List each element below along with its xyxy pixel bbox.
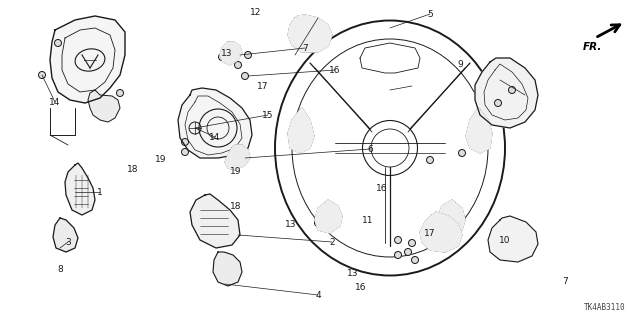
Circle shape <box>314 220 321 227</box>
Circle shape <box>458 149 465 156</box>
Polygon shape <box>475 58 538 128</box>
Text: 17: 17 <box>424 228 436 237</box>
Circle shape <box>509 86 515 93</box>
Circle shape <box>495 100 502 107</box>
Polygon shape <box>65 163 95 215</box>
Text: 2: 2 <box>329 237 335 246</box>
Text: 14: 14 <box>209 132 221 141</box>
Text: 15: 15 <box>262 110 274 119</box>
Text: 4: 4 <box>315 291 321 300</box>
Circle shape <box>404 249 412 255</box>
Polygon shape <box>53 218 78 252</box>
Circle shape <box>241 73 248 79</box>
Circle shape <box>54 39 61 46</box>
Polygon shape <box>213 252 242 286</box>
Polygon shape <box>488 216 538 262</box>
Text: 9: 9 <box>457 60 463 68</box>
Polygon shape <box>88 90 120 122</box>
Polygon shape <box>438 200 465 233</box>
Polygon shape <box>225 145 250 170</box>
Text: 7: 7 <box>562 277 568 286</box>
Circle shape <box>218 53 225 60</box>
Text: 13: 13 <box>221 49 233 58</box>
Circle shape <box>426 156 433 164</box>
Text: FR.: FR. <box>582 42 602 52</box>
Circle shape <box>116 90 124 97</box>
Circle shape <box>394 252 401 259</box>
Polygon shape <box>466 108 492 153</box>
Circle shape <box>234 61 241 68</box>
Circle shape <box>436 225 444 231</box>
Text: 16: 16 <box>376 183 388 193</box>
Text: TK4AB3110: TK4AB3110 <box>584 303 625 312</box>
Polygon shape <box>288 108 314 153</box>
Text: 18: 18 <box>127 164 139 173</box>
Circle shape <box>182 148 189 156</box>
Polygon shape <box>220 42 242 65</box>
Circle shape <box>394 236 401 244</box>
Circle shape <box>412 257 419 263</box>
Circle shape <box>408 239 415 246</box>
Text: 6: 6 <box>367 145 373 154</box>
Polygon shape <box>315 200 342 233</box>
Polygon shape <box>288 15 332 52</box>
Text: 12: 12 <box>250 7 262 17</box>
Text: 13: 13 <box>348 268 359 277</box>
Text: 3: 3 <box>65 237 71 246</box>
Text: 19: 19 <box>156 155 167 164</box>
Circle shape <box>244 52 252 59</box>
Text: 8: 8 <box>57 265 63 274</box>
Text: 17: 17 <box>257 82 269 91</box>
Text: 16: 16 <box>355 284 367 292</box>
Text: 1: 1 <box>97 188 103 196</box>
Text: 11: 11 <box>362 215 374 225</box>
Text: 7: 7 <box>302 44 308 52</box>
Text: 10: 10 <box>499 236 511 244</box>
Polygon shape <box>50 16 125 103</box>
Polygon shape <box>420 212 462 252</box>
Text: 5: 5 <box>427 10 433 19</box>
Text: 13: 13 <box>285 220 297 228</box>
Polygon shape <box>178 88 252 158</box>
Circle shape <box>38 71 45 78</box>
Text: 16: 16 <box>329 66 340 75</box>
Text: 14: 14 <box>49 98 61 107</box>
Circle shape <box>182 139 189 146</box>
Polygon shape <box>190 194 240 248</box>
Text: 18: 18 <box>230 202 242 211</box>
Text: 19: 19 <box>230 166 242 175</box>
